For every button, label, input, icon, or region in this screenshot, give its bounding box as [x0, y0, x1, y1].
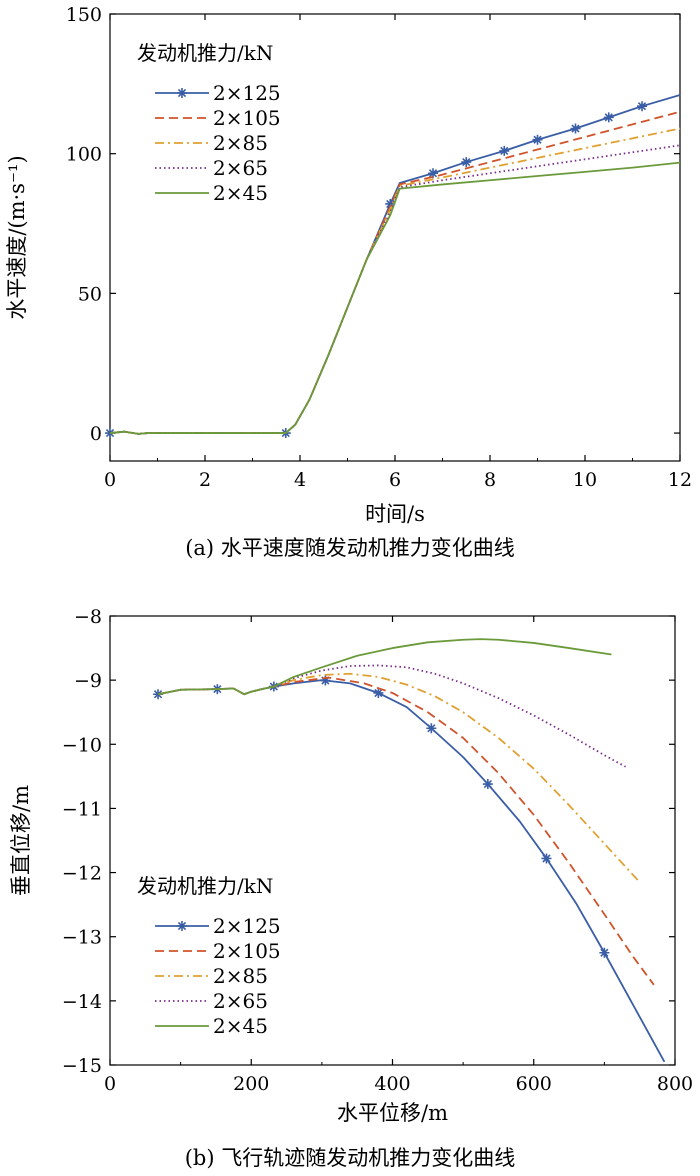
y-tick-label: −11	[62, 798, 102, 820]
series-marker	[499, 145, 510, 156]
y-tick-label: −13	[62, 927, 102, 949]
series-marker	[637, 101, 647, 112]
legend-label: 2×45	[213, 181, 268, 205]
x-tick-label: 200	[233, 1073, 269, 1095]
y-tick-label: 100	[66, 144, 102, 166]
y-tick-label: −9	[74, 670, 102, 692]
plot-frame	[109, 615, 676, 1066]
x-tick-label: 0	[104, 1073, 116, 1095]
series-marker	[541, 853, 552, 864]
x-tick-label: 10	[573, 469, 597, 491]
series-line-3	[109, 144, 681, 435]
series-marker	[570, 123, 581, 134]
y-axis-title: 垂直位移/m	[9, 785, 33, 896]
series-marker	[461, 157, 472, 168]
y-tick-label: −10	[62, 734, 102, 756]
series-marker	[385, 198, 396, 209]
series-line-4	[157, 638, 612, 696]
y-axis-title: 水平速度/(m·s⁻¹)	[5, 155, 29, 319]
x-tick-label: 12	[668, 469, 692, 491]
y-tick-label: 150	[66, 4, 102, 26]
legend-title: 发动机推力/kN	[137, 41, 273, 65]
legend-label: 2×125	[213, 914, 281, 938]
figure-caption: (b) 飞行轨迹随发动机推力变化曲线	[185, 1146, 516, 1170]
x-tick-label: 2	[199, 469, 211, 491]
chart-flight-trajectory: 0 200 400 600 800 −8 −9 −10 −11 −12 −13 −14 −15 水平位移/…	[9, 606, 693, 1170]
x-tick-label: 800	[657, 1073, 693, 1095]
series-line-3	[157, 664, 626, 768]
y-tick-label: −8	[74, 606, 102, 628]
x-tick-label: 400	[374, 1073, 410, 1095]
series-marker	[428, 168, 438, 179]
y-tick-label: 0	[90, 423, 102, 445]
chart-horizontal-velocity: 0 2 4 6 8 10 12 0 50 100 150 时间/s 水平速度/(m·s⁻¹) (a) 水平…	[5, 4, 692, 560]
legend-label: 2×105	[213, 939, 281, 963]
legend-label: 2×65	[213, 989, 268, 1013]
series-marker	[532, 134, 543, 145]
series-line-4	[109, 161, 681, 435]
y-tick-label: −15	[62, 1055, 102, 1077]
series-marker	[603, 112, 614, 123]
legend-label: 2×45	[213, 1014, 268, 1038]
series-line-1	[109, 110, 681, 435]
series-marker	[373, 687, 384, 698]
x-tick-label: 4	[294, 469, 306, 491]
legend-title: 发动机推力/kN	[137, 874, 273, 898]
y-tick-label: −14	[62, 991, 102, 1013]
legend-label: 2×125	[213, 81, 281, 105]
x-tick-label: 8	[484, 469, 496, 491]
legend-marker	[177, 921, 187, 931]
series-line-2	[157, 672, 641, 883]
legend-label: 2×85	[213, 131, 268, 155]
x-tick-label: 600	[516, 1073, 552, 1095]
series-marker	[599, 947, 610, 958]
legend-label: 2×65	[213, 156, 268, 180]
x-tick-label: 0	[104, 469, 116, 491]
x-axis-title: 时间/s	[365, 502, 425, 526]
legend-label: 2×105	[213, 106, 281, 130]
series-line-2	[109, 127, 681, 435]
series-marker	[482, 779, 493, 790]
y-tick-label: 50	[78, 283, 102, 305]
legend-label: 2×85	[213, 964, 268, 988]
legend-marker	[177, 88, 187, 98]
series-marker	[426, 723, 437, 734]
x-axis-title: 水平位移/m	[337, 1101, 448, 1125]
series-marker	[320, 675, 331, 686]
x-tick-label: 6	[389, 469, 401, 491]
y-tick-label: −12	[62, 863, 102, 885]
figure-caption: (a) 水平速度随发动机推力变化曲线	[185, 536, 515, 560]
plot-frame	[109, 13, 681, 462]
